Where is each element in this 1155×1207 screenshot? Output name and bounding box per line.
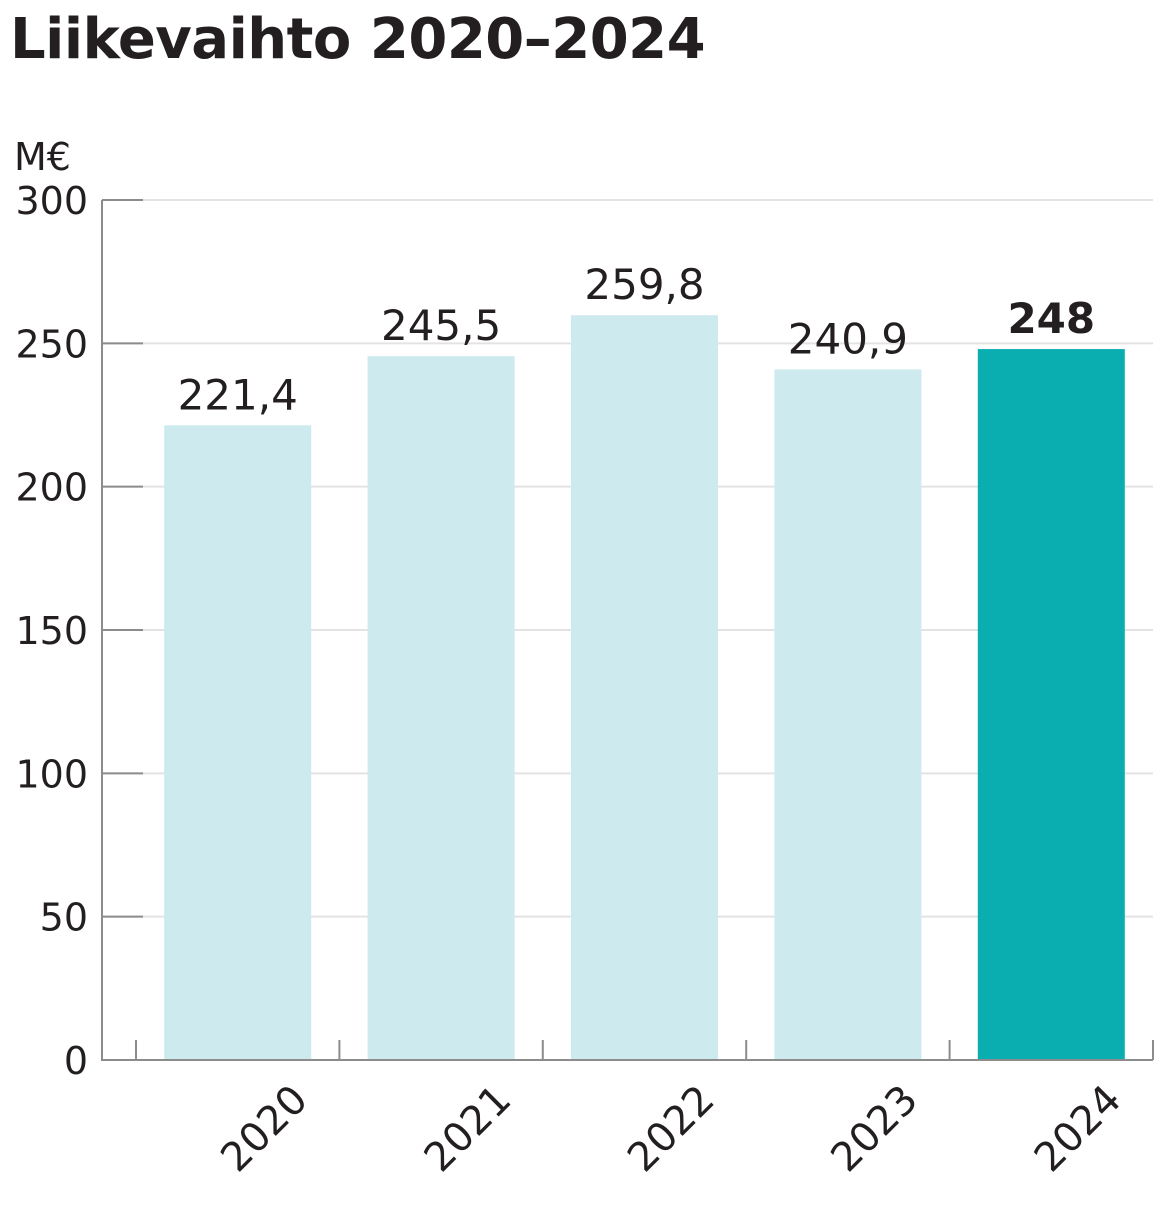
category-labels: 2020 2021 2022 2023 2024 xyxy=(212,1077,1130,1182)
value-label-2023: 240,9 xyxy=(788,314,908,363)
category-label-2021: 2021 xyxy=(416,1077,521,1182)
y-tick-label: 100 xyxy=(15,752,88,796)
y-tick-label: 200 xyxy=(15,466,88,510)
y-tick-label: 250 xyxy=(15,322,88,366)
y-tick-label: 150 xyxy=(15,609,88,653)
bar-2022 xyxy=(571,315,718,1060)
value-label-2020: 221,4 xyxy=(178,370,298,419)
value-label-2024: 248 xyxy=(1007,294,1095,343)
chart-title: Liikevaihto 2020–2024 xyxy=(10,7,706,72)
y-tick-labels: 0 50 100 150 200 250 300 xyxy=(15,179,88,1083)
bar-2021 xyxy=(367,356,515,1060)
y-tick-label: 300 xyxy=(15,179,88,223)
axes xyxy=(101,199,1154,1061)
bars xyxy=(164,315,1125,1061)
y-axis-unit-label: M€ xyxy=(14,135,71,179)
y-tick-label: 0 xyxy=(64,1039,88,1083)
category-label-2023: 2023 xyxy=(822,1077,927,1182)
category-label-2020: 2020 xyxy=(212,1077,317,1182)
bar-2023 xyxy=(774,369,922,1060)
value-labels: 221,4 245,5 259,8 240,9 248 xyxy=(178,260,1096,419)
category-label-2022: 2022 xyxy=(619,1077,724,1182)
value-label-2022: 259,8 xyxy=(584,260,704,309)
value-label-2021: 245,5 xyxy=(381,301,501,350)
bar-2024 xyxy=(977,349,1125,1061)
y-tick-label: 50 xyxy=(40,896,88,940)
category-label-2024: 2024 xyxy=(1026,1077,1131,1182)
bar-2020 xyxy=(164,425,312,1060)
